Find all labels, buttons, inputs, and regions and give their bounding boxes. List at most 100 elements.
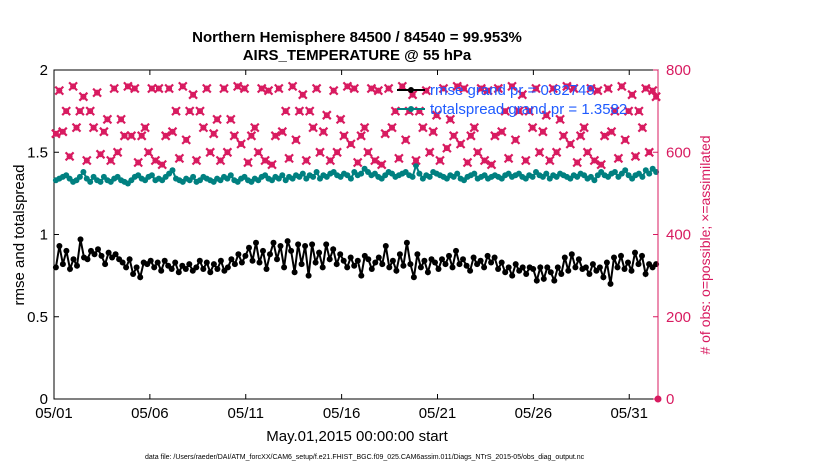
legend-rmse-label: rmse grand pr = 0.82749: [430, 82, 595, 99]
data-point-rmse: [354, 257, 361, 264]
data-point-rmse: [77, 236, 84, 243]
data-point-core-possible: [509, 83, 515, 90]
data-point-core-possible: [533, 85, 539, 92]
data-point-core-possible: [605, 85, 612, 92]
data-point-core-possible: [426, 149, 433, 156]
data-point-rmse: [302, 243, 309, 249]
data-point-core-possible: [635, 108, 642, 115]
data-point-totalspread: [358, 170, 365, 177]
data-point-rmse: [403, 239, 410, 246]
data-point-rmse: [551, 277, 558, 284]
data-point-rmse: [256, 259, 263, 266]
data-point-core-possible: [313, 85, 320, 92]
data-point-core-possible: [299, 91, 306, 98]
data-point-rmse: [161, 257, 168, 264]
data-point-core-possible: [80, 93, 87, 100]
data-point-core-possible: [478, 85, 485, 92]
data-point-rmse: [421, 257, 428, 264]
data-point-core-possible: [601, 132, 608, 139]
data-point-core-possible: [409, 91, 416, 98]
data-point-core-possible: [121, 132, 128, 139]
data-point-rmse: [382, 243, 389, 249]
data-point-rmse: [379, 261, 386, 268]
data-point-core-possible: [197, 108, 203, 115]
data-point-rmse: [260, 247, 266, 254]
data-point-core-possible: [440, 85, 447, 92]
data-point-core-possible: [557, 116, 564, 123]
data-point-core-possible: [94, 89, 101, 96]
data-point-rmse: [625, 259, 631, 266]
data-point-core-possible: [87, 108, 94, 115]
data-point-core-possible: [519, 91, 526, 98]
data-point-core-possible: [124, 83, 131, 90]
data-point-core-possible: [560, 132, 567, 139]
data-point-core-possible: [539, 128, 546, 135]
data-point-core-possible: [159, 161, 166, 168]
data-point-totalspread: [80, 169, 87, 175]
data-point-rmse: [463, 262, 470, 269]
data-point-rmse: [607, 280, 614, 287]
chart-subtitle: AIRS_TEMPERATURE @ 55 hPa: [243, 47, 472, 64]
data-point-core-possible: [505, 155, 512, 162]
data-point-core-possible: [258, 85, 265, 92]
data-point-core-possible: [248, 132, 255, 139]
data-point-core-possible: [317, 149, 323, 156]
data-point-rmse: [207, 269, 214, 276]
data-point-totalspread: [471, 170, 478, 177]
data-point-rmse: [396, 251, 403, 258]
data-point-rmse: [147, 257, 154, 264]
data-point-rmse: [291, 269, 298, 276]
data-point-core-possible: [464, 159, 471, 166]
data-point-core-possible: [543, 112, 550, 119]
data-point-totalspread: [76, 173, 83, 180]
data-point-core-possible: [138, 132, 145, 139]
data-point-core-possible: [608, 128, 615, 135]
data-point-core-possible: [454, 83, 461, 90]
data-point-rmse: [351, 262, 358, 269]
data-point-core-possible: [642, 85, 649, 92]
data-point-rmse: [231, 261, 238, 268]
data-point-totalspread: [347, 175, 354, 182]
data-point-totalspread: [611, 169, 618, 175]
data-point-core-possible: [200, 124, 207, 131]
data-point-rmse: [235, 251, 242, 258]
data-point-core-possible: [330, 87, 337, 94]
data-point-core-possible: [190, 91, 197, 98]
data-point-rmse: [59, 261, 66, 268]
data-point-rmse: [498, 259, 505, 266]
data-point-core-possible: [447, 116, 454, 123]
data-point-core-possible: [282, 108, 289, 115]
data-point-core-possible: [224, 149, 231, 156]
data-point-rmse: [151, 264, 158, 271]
data-point-core-possible: [145, 149, 152, 156]
data-point-core-possible: [210, 130, 217, 137]
y-tick-label-right: 0: [666, 391, 674, 408]
legend: rmse grand pr = 0.82749 totalspread gran…: [397, 82, 627, 118]
data-point-rmse: [330, 246, 337, 253]
data-point-rmse: [389, 257, 396, 264]
data-point-core-possible: [502, 108, 509, 115]
data-point-core-possible: [536, 149, 543, 156]
data-point-core-possible: [474, 149, 481, 156]
data-point-core-possible: [131, 85, 138, 92]
data-point-rmse: [572, 264, 579, 271]
data-point-rmse: [495, 266, 502, 272]
y-tick-label: 0.5: [27, 309, 48, 326]
data-point-core-possible: [320, 128, 327, 135]
data-point-rmse: [568, 251, 575, 258]
data-point-rmse: [112, 251, 119, 258]
data-point-core-possible: [587, 85, 594, 92]
data-point-rmse: [172, 259, 179, 266]
data-point-core-possible: [152, 157, 159, 164]
data-point-core-possible: [107, 157, 114, 164]
data-point-core-possible: [570, 85, 577, 92]
data-point-rmse: [368, 266, 375, 272]
data-point-core-possible: [179, 83, 186, 90]
data-point-rmse: [344, 264, 351, 271]
data-point-core-possible: [402, 136, 409, 143]
data-point-rmse: [442, 261, 449, 268]
data-point-totalspread: [646, 170, 653, 177]
data-point-core-possible: [214, 116, 221, 123]
data-point-core-possible: [598, 161, 605, 168]
data-point-core-possible: [389, 124, 395, 131]
